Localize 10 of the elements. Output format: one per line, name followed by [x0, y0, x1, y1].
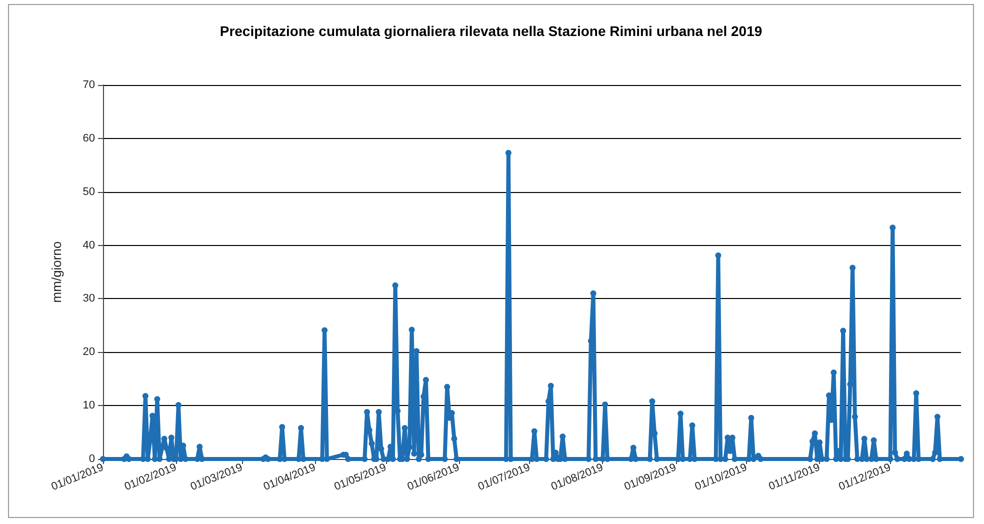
- y-tick-label: 40: [82, 239, 95, 252]
- y-tick-label: 10: [82, 400, 95, 412]
- y-tick-label: 60: [82, 132, 95, 144]
- chart-title: Precipitazione cumulata giornaliera rilevata nella Stazione Rimini urbana nel 2019: [220, 23, 762, 39]
- y-tick-label: 70: [82, 79, 95, 91]
- y-tick-label: 30: [82, 292, 95, 305]
- y-axis-title: mm/giorno: [49, 241, 64, 303]
- y-tick-label: 20: [82, 346, 95, 358]
- y-tick-label: 0: [88, 453, 95, 465]
- y-tick-label: 50: [82, 186, 95, 198]
